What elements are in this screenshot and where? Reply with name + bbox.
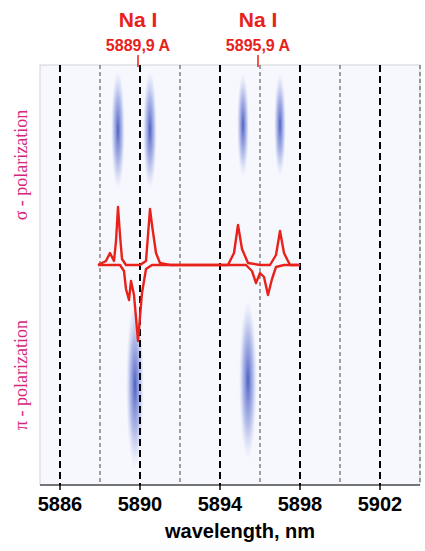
grid-line: [59, 65, 61, 485]
tick-mark: [379, 485, 381, 490]
tick-mark: [139, 485, 141, 490]
chart: 5886 5890 5894 5898 5902 wavelength, nm Na I 58…: [0, 0, 425, 551]
tick-mark: [219, 485, 221, 490]
minor-grid-line: [100, 65, 101, 485]
minor-grid-line: [420, 65, 421, 485]
line-label: 5889,9 A: [106, 37, 171, 54]
grid-line: [379, 65, 381, 485]
line-marker: [137, 55, 139, 67]
minor-grid-line: [340, 65, 341, 485]
curve-group: [98, 207, 300, 341]
grid-line: [219, 65, 221, 485]
tick-mark: [59, 485, 61, 490]
plot-area: [40, 65, 420, 485]
label-ground: [11, 108, 31, 223]
grid-line: [299, 65, 301, 485]
line-name: Na I: [239, 8, 278, 31]
line-name: Na I: [119, 8, 158, 31]
tick-label: 5894: [198, 493, 243, 515]
label-ground: [11, 318, 31, 432]
line-label: 5895,9 A: [226, 37, 291, 54]
tick-mark: [299, 485, 301, 490]
x-axis-line: [40, 485, 420, 486]
polarization-label: π - polarization: [11, 320, 31, 430]
polarization-label: σ - polarization: [11, 110, 31, 221]
tick-label: 5902: [358, 493, 403, 515]
spectral-spot: [126, 301, 144, 469]
profile-line: [98, 207, 300, 265]
minor-grid-line: [180, 65, 181, 485]
spectral-spot: [143, 70, 157, 190]
grid-line: [139, 65, 141, 485]
line-marker: [257, 55, 259, 67]
spectral-spot: [239, 300, 257, 460]
spectral-spot: [237, 73, 249, 177]
tick-label: 5886: [38, 493, 83, 515]
spectral-spot: [274, 73, 286, 177]
x-axis-title: wavelength, nm: [164, 520, 315, 542]
profile-line: [98, 265, 300, 341]
tick-label: 5890: [118, 493, 163, 515]
spectral-spot: [111, 70, 125, 190]
tick-label: 5898: [278, 493, 323, 515]
